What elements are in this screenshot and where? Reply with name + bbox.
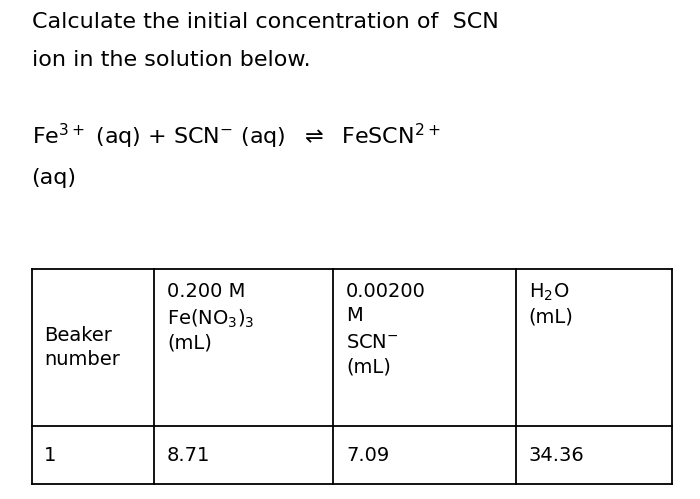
Text: 7.09: 7.09 [346,446,389,465]
Text: M: M [346,306,363,325]
Text: Fe(NO$\mathregular{_3}$)$\mathregular{_3}$: Fe(NO$\mathregular{_3}$)$\mathregular{_3… [167,308,254,330]
Text: (aq): (aq) [32,168,76,188]
Text: 0.00200: 0.00200 [346,282,426,301]
Text: Fe$\mathregular{^{3+}}$ (aq) + SCN$\mathregular{^{-}}$ (aq)  $\rightleftharpoons: Fe$\mathregular{^{3+}}$ (aq) + SCN$\math… [32,122,440,152]
Text: H$\mathregular{_2}$O: H$\mathregular{_2}$O [528,282,569,303]
Text: (mL): (mL) [346,357,391,376]
Text: 34.36: 34.36 [528,446,584,465]
Text: number: number [44,350,120,369]
Text: 1: 1 [44,446,57,465]
Text: Calculate the initial concentration of  SCN: Calculate the initial concentration of S… [32,12,498,32]
Text: SCN$\mathregular{^{-}}$: SCN$\mathregular{^{-}}$ [346,333,399,352]
Text: ion in the solution below.: ion in the solution below. [32,50,310,70]
Text: Beaker: Beaker [44,326,112,345]
Text: 8.71: 8.71 [167,446,210,465]
Text: (mL): (mL) [167,334,212,353]
Text: (mL): (mL) [528,308,573,327]
Text: 0.200 M: 0.200 M [167,282,245,301]
